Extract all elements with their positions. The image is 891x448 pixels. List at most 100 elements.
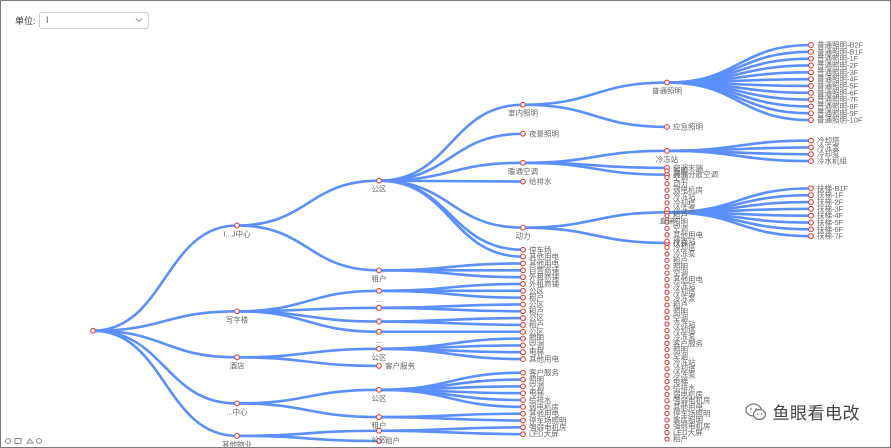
tree-node[interactable] bbox=[520, 159, 526, 166]
group-node[interactable] bbox=[664, 429, 670, 436]
tree-node[interactable] bbox=[520, 301, 526, 308]
tree-node[interactable] bbox=[808, 233, 814, 240]
tree-node[interactable] bbox=[808, 69, 814, 76]
tree-node[interactable] bbox=[520, 294, 526, 301]
tree-node[interactable] bbox=[520, 246, 526, 253]
group-node[interactable] bbox=[664, 206, 670, 212]
group-node[interactable] bbox=[664, 315, 670, 321]
tree-node[interactable] bbox=[520, 431, 526, 438]
tree-node[interactable] bbox=[520, 376, 526, 383]
tree-node[interactable] bbox=[664, 123, 670, 130]
group-node[interactable] bbox=[664, 398, 670, 404]
tree-node[interactable] bbox=[664, 147, 670, 154]
group-node[interactable] bbox=[664, 347, 670, 353]
tree-node[interactable] bbox=[376, 267, 382, 274]
tree-node[interactable] bbox=[520, 321, 526, 328]
tree-node[interactable] bbox=[234, 432, 240, 439]
group-node[interactable] bbox=[664, 334, 670, 340]
tree-node[interactable] bbox=[234, 308, 240, 315]
unit-select[interactable]: I bbox=[39, 12, 149, 29]
group-node[interactable] bbox=[664, 385, 670, 391]
group-node[interactable] bbox=[664, 404, 670, 410]
tree-node[interactable] bbox=[376, 304, 382, 311]
tree-node[interactable] bbox=[520, 101, 526, 108]
tree-node[interactable] bbox=[808, 219, 814, 226]
tree-node[interactable] bbox=[808, 212, 814, 219]
tree-node[interactable] bbox=[808, 205, 814, 212]
tree-node[interactable] bbox=[808, 96, 814, 103]
tree-node[interactable] bbox=[808, 89, 814, 96]
tree-node[interactable] bbox=[808, 192, 814, 199]
group-node[interactable] bbox=[664, 213, 670, 219]
tree-node[interactable] bbox=[520, 369, 526, 376]
tree-node[interactable] bbox=[808, 76, 814, 83]
group-node[interactable] bbox=[664, 232, 670, 238]
tree-node[interactable] bbox=[520, 267, 526, 274]
group-node[interactable] bbox=[664, 244, 670, 251]
tree-node[interactable] bbox=[520, 130, 526, 137]
tree-node[interactable] bbox=[520, 287, 526, 294]
tree-node[interactable] bbox=[808, 55, 814, 62]
group-node[interactable] bbox=[664, 417, 670, 423]
group-node[interactable] bbox=[664, 391, 670, 397]
tree-node[interactable] bbox=[376, 427, 382, 434]
group-node[interactable] bbox=[664, 251, 670, 257]
tree-node[interactable] bbox=[376, 414, 382, 421]
group-node[interactable] bbox=[664, 366, 670, 372]
group-node[interactable] bbox=[664, 238, 670, 244]
tree-node[interactable] bbox=[520, 308, 526, 315]
group-node[interactable] bbox=[664, 181, 670, 187]
tree-node[interactable] bbox=[808, 103, 814, 110]
group-node[interactable] bbox=[664, 353, 670, 359]
tree-node[interactable] bbox=[376, 287, 382, 294]
tree-node[interactable] bbox=[808, 151, 814, 158]
tree-node[interactable] bbox=[520, 356, 526, 363]
group-node[interactable] bbox=[664, 302, 670, 308]
tree-node[interactable] bbox=[90, 327, 96, 334]
group-node[interactable] bbox=[664, 168, 670, 174]
tree-node[interactable] bbox=[376, 362, 382, 369]
tree-node[interactable] bbox=[808, 199, 814, 205]
tree-node[interactable] bbox=[376, 318, 382, 325]
tree-node[interactable] bbox=[520, 224, 526, 231]
tree-node[interactable] bbox=[664, 79, 670, 86]
tree-node[interactable] bbox=[234, 354, 240, 361]
group-node[interactable] bbox=[664, 289, 670, 295]
group-node[interactable] bbox=[664, 340, 670, 346]
group-node[interactable] bbox=[664, 283, 670, 289]
group-node[interactable] bbox=[664, 372, 670, 378]
group-node[interactable] bbox=[664, 193, 670, 200]
group-node[interactable] bbox=[664, 308, 670, 315]
group-node[interactable] bbox=[664, 359, 670, 366]
tree-node[interactable] bbox=[520, 424, 526, 431]
tree-node[interactable] bbox=[808, 110, 814, 117]
group-node[interactable] bbox=[664, 219, 670, 225]
group-node[interactable] bbox=[664, 436, 670, 442]
tree-node[interactable] bbox=[520, 390, 526, 397]
tree-node[interactable] bbox=[520, 403, 526, 410]
tree-node[interactable] bbox=[808, 42, 814, 48]
tree-node[interactable] bbox=[808, 226, 814, 233]
group-node[interactable] bbox=[664, 270, 670, 276]
tree-node[interactable] bbox=[520, 281, 526, 287]
tree-node[interactable] bbox=[808, 185, 814, 192]
group-node[interactable] bbox=[664, 200, 670, 206]
tree-node[interactable] bbox=[808, 62, 814, 69]
group-node[interactable] bbox=[664, 327, 670, 334]
group-node[interactable] bbox=[664, 295, 670, 302]
tree-node[interactable] bbox=[520, 410, 526, 417]
tree-node[interactable] bbox=[520, 178, 526, 185]
tree-node[interactable] bbox=[520, 342, 526, 349]
tree-node[interactable] bbox=[376, 386, 382, 393]
tree-node[interactable] bbox=[808, 83, 814, 89]
tree-node[interactable] bbox=[376, 345, 382, 352]
tree-node[interactable] bbox=[520, 253, 526, 260]
tree-node[interactable] bbox=[808, 117, 814, 124]
tree-node[interactable] bbox=[520, 335, 526, 342]
tree-node[interactable] bbox=[520, 349, 526, 356]
tree-node[interactable] bbox=[520, 274, 526, 281]
tree-node[interactable] bbox=[808, 158, 814, 165]
group-node[interactable] bbox=[664, 378, 670, 385]
tree-node[interactable] bbox=[376, 328, 382, 335]
corner-controls-icon[interactable] bbox=[5, 437, 43, 445]
